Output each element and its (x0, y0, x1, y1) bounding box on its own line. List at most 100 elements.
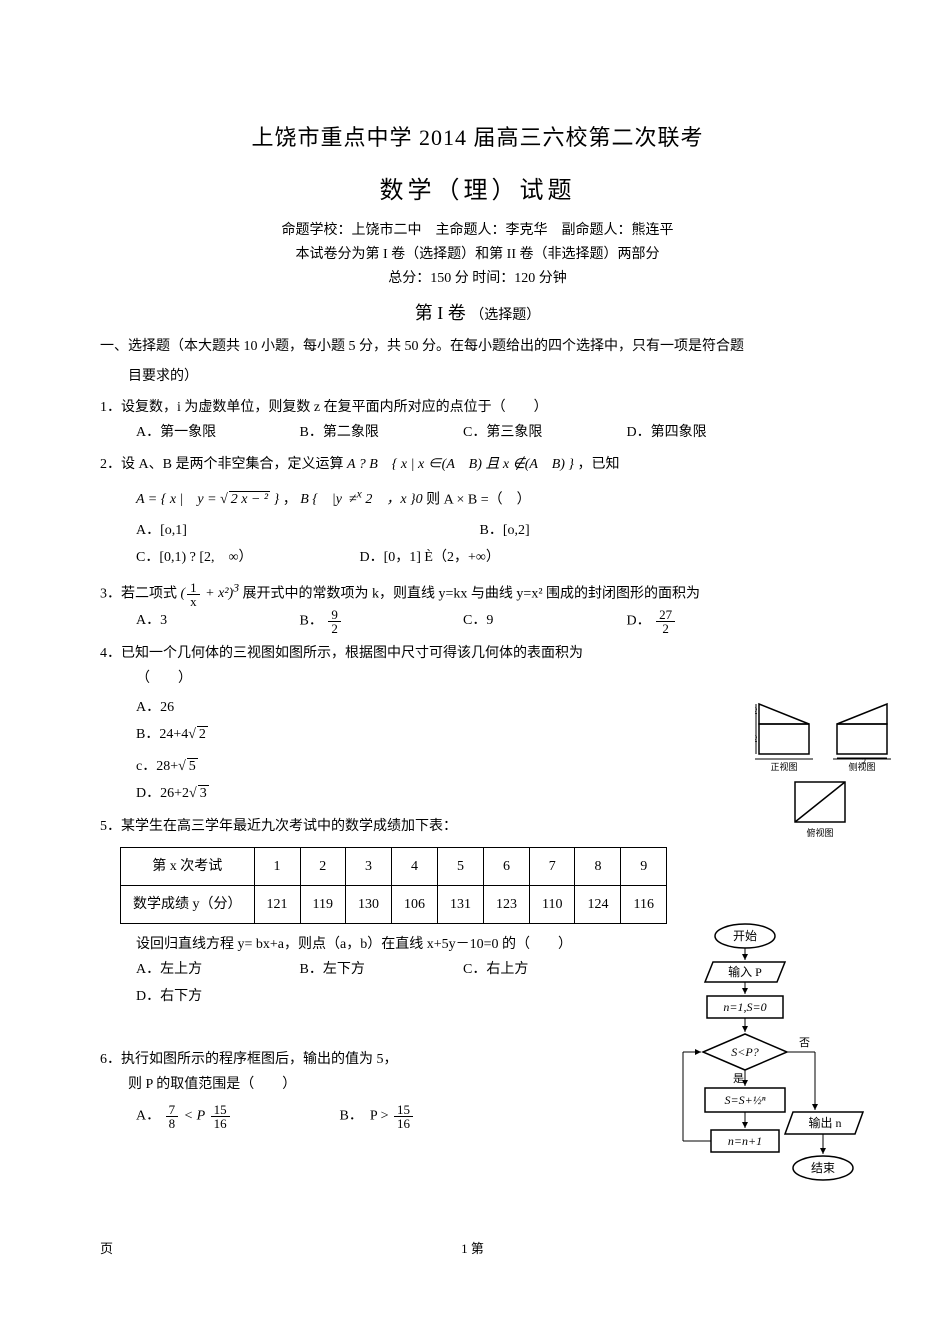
q3-opt-a: A．3 (136, 608, 296, 635)
question-3: 3．若二项式 (1x + x²)3 展开式中的常数项为 k，则直线 y=kx 与… (100, 578, 855, 635)
q4-d-sqrt: 3 (198, 785, 209, 801)
q5-opt-b: B．左下方 (300, 957, 460, 984)
q3-binom: (1x + x²)3 (181, 586, 240, 601)
q6-opt-a: A． 78 < P 1516 (136, 1103, 336, 1130)
question-2: 2．设 A、B 是两个非空集合，定义运算 A ? B { x | x ∈(A B… (100, 452, 855, 571)
q3-opt-c: C．9 (463, 608, 623, 635)
q5-col-5: 5 (437, 847, 483, 885)
q5-val-4: 106 (391, 885, 437, 923)
q5-val-2: 119 (300, 885, 345, 923)
q5-val-1: 121 (254, 885, 300, 923)
q2-opt-a: A．[o,1] (136, 518, 476, 545)
footer-center: 1 第 (461, 1241, 484, 1256)
q2-set-b: B { |y ≠x 2 ，x }0 (300, 492, 422, 507)
q2-stem-b: ，已知 (578, 457, 620, 472)
meta-score-time: 总分：150 分 时间：120 分钟 (100, 267, 855, 287)
section-1-heading: 第 I 卷 （选择题） (100, 299, 855, 325)
meta-authors: 命题学校：上饶市二中 主命题人：李克华 副命题人：熊连平 (100, 219, 855, 239)
q5-val-7: 110 (529, 885, 574, 923)
svg-text:开始: 开始 (733, 929, 757, 943)
q2-stem-line1: 2．设 A、B 是两个非空集合，定义运算 A ? B { x | x ∈(A B… (100, 452, 855, 477)
q3-options: A．3 B． 92 C．9 D． 272 (100, 608, 855, 635)
q4-paren: （ ） (100, 666, 685, 691)
q6-a-frac2: 1516 (211, 1103, 230, 1130)
question-1: 1．设复数，i 为虚数单位，则复数 z 在复平面内所对应的点位于（ ） A．第一… (100, 395, 855, 447)
q5-col-9: 9 (621, 847, 666, 885)
question-5: 5．某学生在高三学年最近九次考试中的数学成绩加下表： 第 x 次考试 1 2 3… (100, 814, 855, 1011)
q3-d-frac: 272 (656, 608, 675, 635)
section-1-label: 第 I 卷 (415, 303, 466, 323)
meta-structure: 本试卷分为第 I 卷（选择题）和第 II 卷（非选择题）两部分 (100, 243, 855, 263)
q3-opt-b: B． 92 (300, 608, 460, 635)
q5-table: 第 x 次考试 1 2 3 4 5 6 7 8 9 数学成绩 y（分） 121 … (120, 847, 667, 924)
q5-col-6: 6 (483, 847, 529, 885)
svg-text:输入 P: 输入 P (728, 964, 762, 979)
footer-left: 页 (100, 1238, 113, 1257)
q4-opt-a: A．26 (136, 695, 476, 722)
doc-title: 上饶市重点中学 2014 届高三六校第二次联考 (100, 120, 855, 152)
q2-stem-tail: 则 A × B =（ ） (426, 492, 530, 507)
q2-options-row2: C．[0,1) ? [2, ∞） D．[0，1] È（2，+∞） (100, 545, 855, 572)
q2-math-def: A ? B { x | x ∈(A B) 且 x ∉(A B) } (347, 457, 574, 472)
q5-col-1: 1 (254, 847, 300, 885)
q2-stem-a: 2．设 A、B 是两个非空集合，定义运算 (100, 457, 347, 472)
q4-options-row2: c．28+√5 D．26+2√3 (100, 754, 685, 807)
q2-sep: ， (283, 492, 297, 507)
q4-b-label: B．24+4 (136, 727, 188, 742)
q5-opt-d: D．右下方 (136, 984, 202, 1011)
q5-col-4: 4 (391, 847, 437, 885)
q6-options: A． 78 < P 1516 B． P > 1516 (100, 1103, 855, 1130)
svg-text:2: 2 (862, 757, 866, 766)
q4-opt-c: c．28+√5 (136, 754, 476, 781)
q5-val-9: 116 (621, 885, 666, 923)
q1-opt-d: D．第四象限 (627, 420, 787, 447)
q5-val-5: 131 (437, 885, 483, 923)
q6-a-mid: < P (184, 1109, 206, 1124)
q5-val-6: 123 (483, 885, 529, 923)
q4-d-label: D．26+2 (136, 786, 189, 801)
section-instructions: 一、选择题（本大题共 10 小题，每小题 5 分，共 50 分。在每小题给出的四… (100, 335, 855, 359)
q4-c-sqrt: 5 (187, 758, 198, 774)
q1-stem: 1．设复数，i 为虚数单位，则复数 z 在复平面内所对应的点位于（ ） (100, 395, 855, 420)
q3-stem-a: 3．若二项式 (100, 586, 181, 601)
q3-b-frac: 92 (328, 608, 341, 635)
q6-a-frac1: 78 (166, 1103, 179, 1130)
svg-text:n=1,S=0: n=1,S=0 (723, 1000, 766, 1014)
q1-options: A．第一象限 B．第二象限 C．第三象限 D．第四象限 (100, 420, 855, 447)
q4-b-sqrt: 2 (197, 726, 208, 742)
section-1-paren: （选择题） (470, 308, 540, 323)
q6-stem2: 则 P 的取值范围是（ ） (100, 1072, 855, 1097)
q3-b-label: B． (300, 613, 323, 628)
q1-opt-b: B．第二象限 (300, 420, 460, 447)
q2-opt-b: B．[o,2] (480, 518, 820, 545)
q5-row2-head: 数学成绩 y（分） (121, 885, 255, 923)
q6-b-frac: 1516 (394, 1103, 413, 1130)
q5-opt-a: A．左上方 (136, 957, 296, 984)
q6-opt-b: B． P > 1516 (340, 1103, 500, 1130)
q5-opt-c: C．右上方 (463, 957, 623, 984)
q4-opt-b: B．24+4√2 (136, 722, 476, 749)
question-6: 6．执行如图所示的程序框图后，输出的值为 5， 则 P 的取值范围是（ ） A．… (100, 1047, 855, 1222)
question-4: 4．已知一个几何体的三视图如图所示，根据图中尺寸可得该几何体的表面积为 （ ） … (100, 641, 855, 808)
q2-stem-line2: A = { x | y = √2 x − ² } ， B { |y ≠x 2 ，… (100, 484, 855, 513)
q6-stem1: 6．执行如图所示的程序框图后，输出的值为 5， (100, 1047, 855, 1072)
q3-opt-d: D． 272 (627, 608, 787, 635)
q2-set-a: A = { x | y = √2 x − ² } (136, 492, 279, 507)
q2-options-row1: A．[o,1] B．[o,2] (100, 518, 855, 545)
q5-col-3: 3 (345, 847, 391, 885)
doc-subtitle: 数学（理）试题 (100, 170, 855, 205)
q1-opt-a: A．第一象限 (136, 420, 296, 447)
q4-options-row1: A．26 B．24+4√2 (100, 695, 685, 748)
table-row: 数学成绩 y（分） 121 119 130 106 131 123 110 12… (121, 885, 667, 923)
page-footer: 页 1 第 (0, 1238, 945, 1257)
q3-stem: 3．若二项式 (1x + x²)3 展开式中的常数项为 k，则直线 y=kx 与… (100, 578, 855, 608)
q2-opt-d: D．[0，1] È（2，+∞） (360, 545, 520, 572)
q3-d-label: D． (627, 613, 651, 628)
q5-col-8: 8 (575, 847, 621, 885)
q5-col-7: 7 (529, 847, 574, 885)
q1-opt-c: C．第三象限 (463, 420, 623, 447)
q5-row1-head: 第 x 次考试 (121, 847, 255, 885)
q6-b-label: B． P > (340, 1109, 393, 1124)
q5-col-2: 2 (300, 847, 345, 885)
q4-c-label: c．28+ (136, 759, 178, 774)
